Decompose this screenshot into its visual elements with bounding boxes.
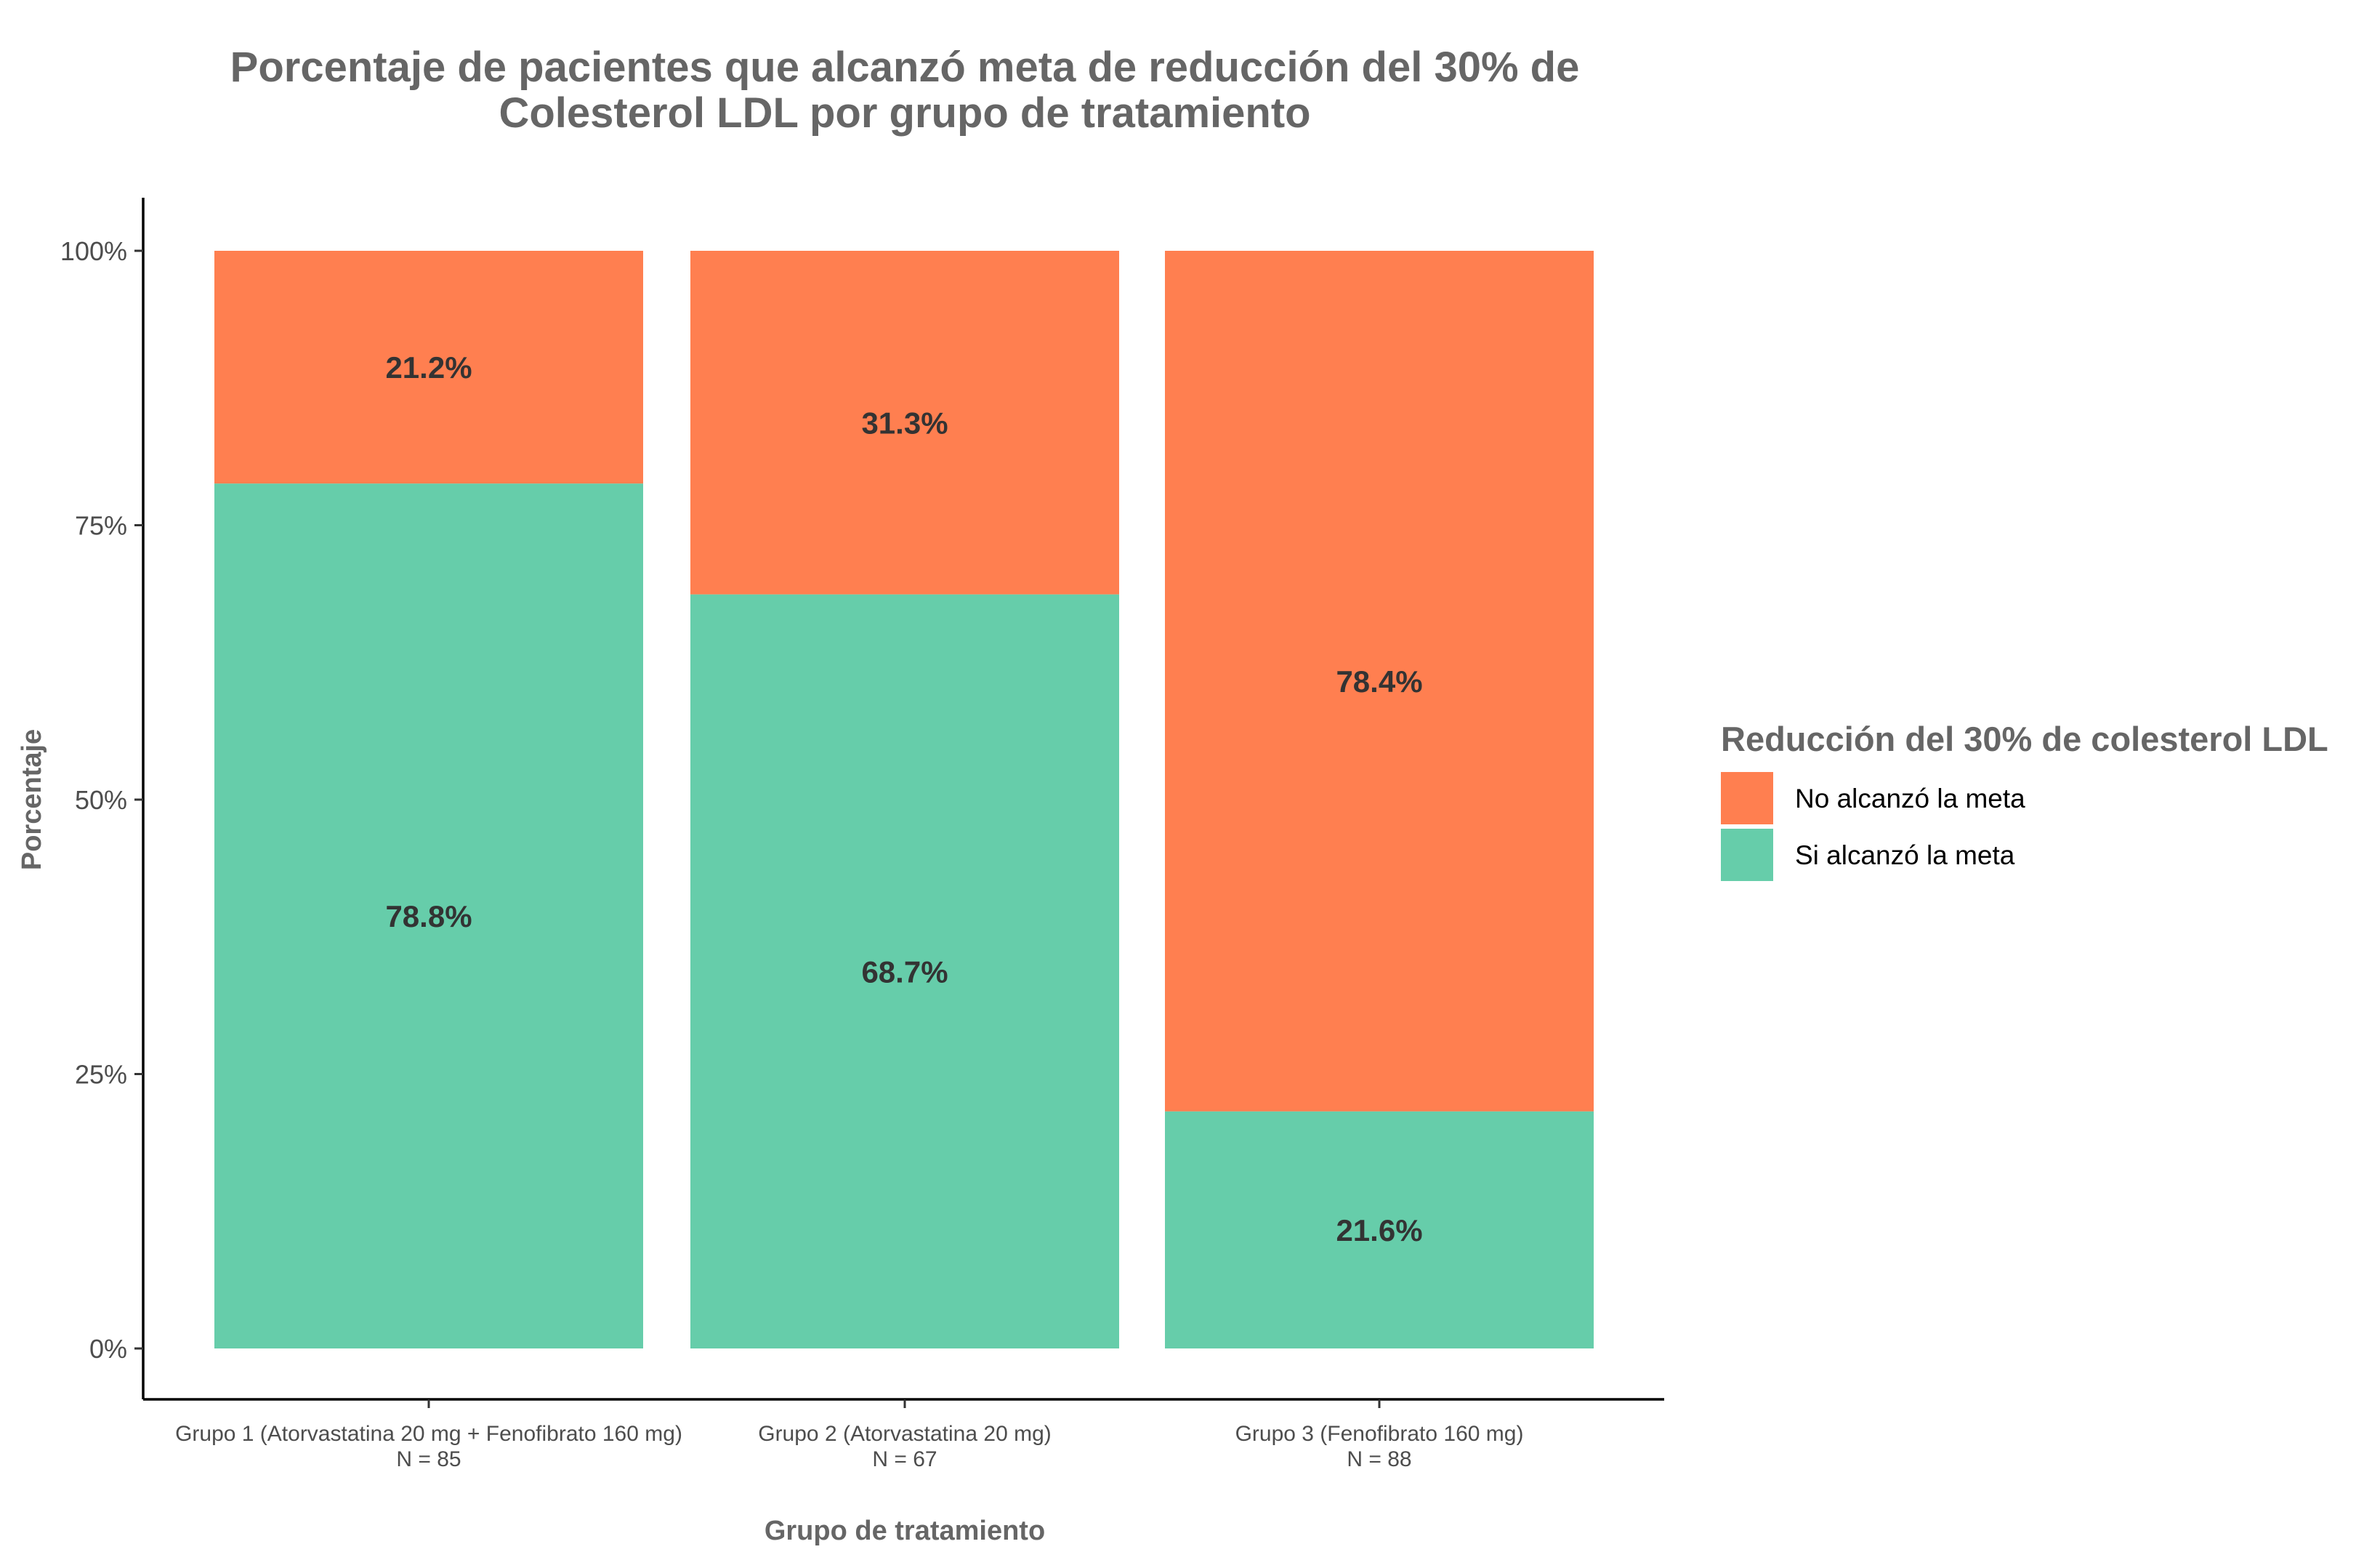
x-tick-label: Grupo 2 (Atorvastatina 20 mg) — [758, 1422, 1052, 1446]
bar-value-label: 31.3% — [861, 406, 948, 440]
bar-value-label: 68.7% — [861, 954, 948, 989]
y-tick-label: 75% — [75, 511, 127, 541]
bar-segment — [690, 251, 1119, 595]
bar-segment — [690, 594, 1119, 1348]
y-tick-label: 0% — [89, 1334, 127, 1364]
legend-label: Si alcanzó la meta — [1795, 840, 2015, 870]
bar-value-label: 21.2% — [385, 350, 472, 385]
legend-label: No alcanzó la meta — [1795, 784, 2025, 813]
x-axis-label: Grupo de tratamiento — [765, 1516, 1045, 1546]
legend-key — [1721, 829, 1773, 881]
axes: 0% 25% 50% 75% 100% Grupo 1 (Atorvastatina 20… — [17, 198, 1664, 1546]
bar-segment — [1165, 1111, 1594, 1348]
y-tick-label: 25% — [75, 1060, 127, 1090]
chart-title-line: Colesterol LDL por grupo de tratamiento — [499, 89, 1310, 137]
x-tick-label: Grupo 1 (Atorvastatina 20 mg + Fenofibra… — [175, 1422, 682, 1446]
x-tick-label: Grupo 3 (Fenofibrato 160 mg) — [1235, 1422, 1524, 1446]
y-tick-label: 100% — [60, 236, 127, 266]
chart-title-line: Porcentaje de pacientes que alcanzó meta… — [230, 44, 1580, 91]
legend-title: Reducción del 30% de colesterol LDL — [1721, 720, 2328, 758]
bar-value-label: 78.4% — [1336, 664, 1422, 699]
x-tick-n-label: N = 88 — [1347, 1447, 1411, 1471]
legend-key — [1721, 772, 1773, 824]
bar-value-label: 78.8% — [385, 899, 472, 933]
chart-title: Porcentaje de pacientes que alcanzó meta… — [230, 44, 1580, 137]
legend: Reducción del 30% de colesterol LDL No al… — [1721, 720, 2328, 881]
bar-segment — [214, 483, 643, 1348]
x-tick-n-label: N = 85 — [396, 1447, 461, 1471]
bar-value-labels: 78.8% 21.2% 68.7% 31.3% 21.6% 78.4% — [385, 350, 1422, 1247]
y-tick-label: 50% — [75, 785, 127, 815]
bars — [214, 251, 1594, 1348]
bar-segment — [1165, 251, 1594, 1111]
bar-segment — [214, 251, 643, 484]
y-axis-label: Porcentaje — [17, 729, 47, 870]
bar-value-label: 21.6% — [1336, 1213, 1422, 1247]
x-tick-n-label: N = 67 — [872, 1447, 937, 1471]
